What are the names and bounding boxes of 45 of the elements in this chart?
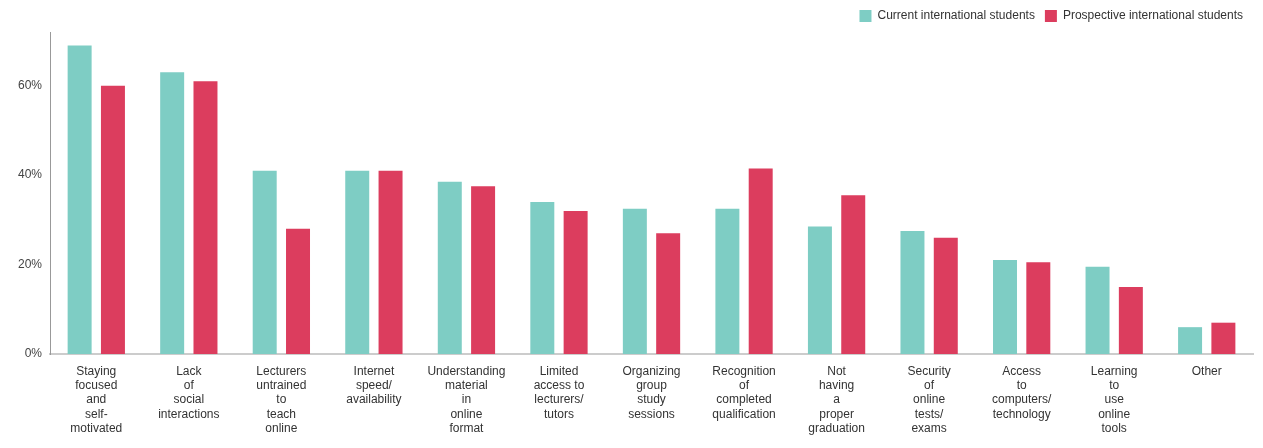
y-tick-label: 0% (24, 346, 43, 361)
x-tick-label: Not having a proper graduation (808, 363, 865, 436)
bar (715, 208, 740, 354)
legend-label: Current international students (877, 8, 1035, 23)
legend-label: Prospective international students (1062, 8, 1243, 23)
bar (1118, 286, 1143, 354)
y-tick-label: 40% (17, 167, 43, 182)
bar (841, 195, 866, 354)
bar (437, 181, 462, 354)
x-tick-label: Learning to use online tools (1090, 363, 1138, 436)
bar (345, 170, 370, 354)
bar (160, 72, 185, 354)
y-tick-label: 20% (17, 256, 43, 271)
x-tick-label: Lecturers untrained to teach online (256, 363, 307, 436)
bar (1026, 262, 1051, 354)
bar (748, 168, 773, 354)
x-tick-label: Security of online tests/ exams (907, 363, 951, 436)
bar (933, 237, 958, 354)
bar (900, 231, 925, 354)
x-tick-label: Access to computers/ technology (991, 363, 1052, 421)
x-tick-label: Understanding material in online format (427, 363, 506, 436)
bar (530, 201, 555, 354)
bar (286, 228, 311, 354)
bar (67, 45, 92, 354)
bar (807, 226, 832, 354)
bar (252, 170, 277, 354)
bar (471, 186, 496, 354)
bar (1178, 327, 1203, 354)
bar (1085, 266, 1110, 354)
bar (378, 170, 403, 354)
bar (656, 233, 681, 354)
x-tick-label: Lack of social interactions (158, 363, 220, 421)
bar (193, 81, 218, 354)
x-tick-label: Other (1191, 363, 1222, 378)
x-tick-label: Recognition of completed qualification (712, 363, 776, 421)
bar (1211, 322, 1236, 354)
y-tick-label: 60% (17, 77, 43, 92)
bar (622, 208, 647, 354)
x-tick-label: Organizing group study sessions (622, 363, 681, 421)
x-tick-label: Staying focused and self- motivated (70, 363, 123, 436)
bar (100, 85, 125, 354)
x-tick-label: Internet speed/ availability (346, 363, 402, 407)
bar (563, 210, 588, 354)
bar (993, 260, 1017, 354)
x-tick-label: Limited access to lecturers/ tutors (533, 363, 585, 421)
